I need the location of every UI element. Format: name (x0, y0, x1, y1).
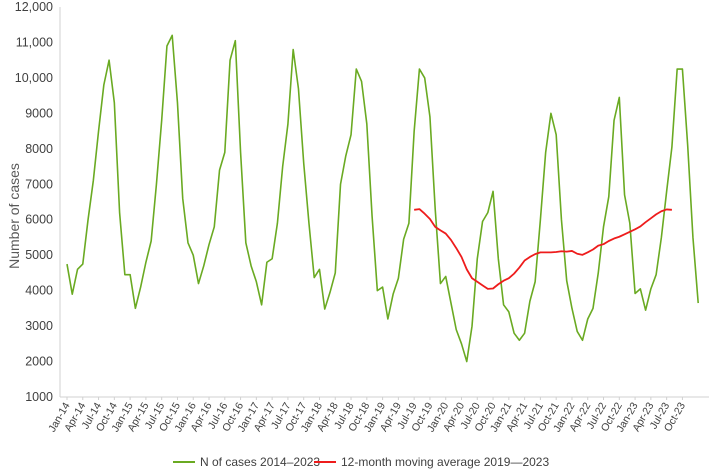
y-tick-label: 3000 (25, 319, 53, 333)
y-tick-label: 6000 (25, 213, 53, 227)
legend-label-cases: N of cases 2014–2023 (200, 455, 320, 469)
y-tick-label: 4000 (25, 284, 53, 298)
y-tick-label: 2000 (25, 355, 53, 369)
y-axis-title: Number of cases (6, 163, 22, 269)
y-tick-label: 9000 (25, 106, 53, 120)
y-tick-label: 1000 (25, 390, 53, 404)
y-tick-label: 11,000 (16, 35, 53, 49)
y-axis: 1000 2000 3000 4000 5000 6000 7000 8000 9000 10,0… (15, 0, 61, 404)
y-tick-label: 5000 (25, 248, 53, 262)
y-tick-label: 7000 (25, 177, 53, 191)
series-layer (66, 34, 699, 363)
y-tick-label: 8000 (25, 142, 53, 156)
legend-label-moving-average: 12-month moving average 2019—2023 (341, 455, 549, 469)
y-tick-label: 10,000 (15, 71, 53, 85)
legend: N of cases 2014–2023 12-month moving aver… (173, 455, 549, 469)
y-tick-label: 12,000 (15, 0, 53, 14)
x-axis: Jan-14Apr-14Jul-14Oct-14Jan-15Apr-15Jul-… (46, 396, 709, 434)
series-line-moving-average (414, 208, 672, 290)
series-line-cases (66, 34, 699, 363)
